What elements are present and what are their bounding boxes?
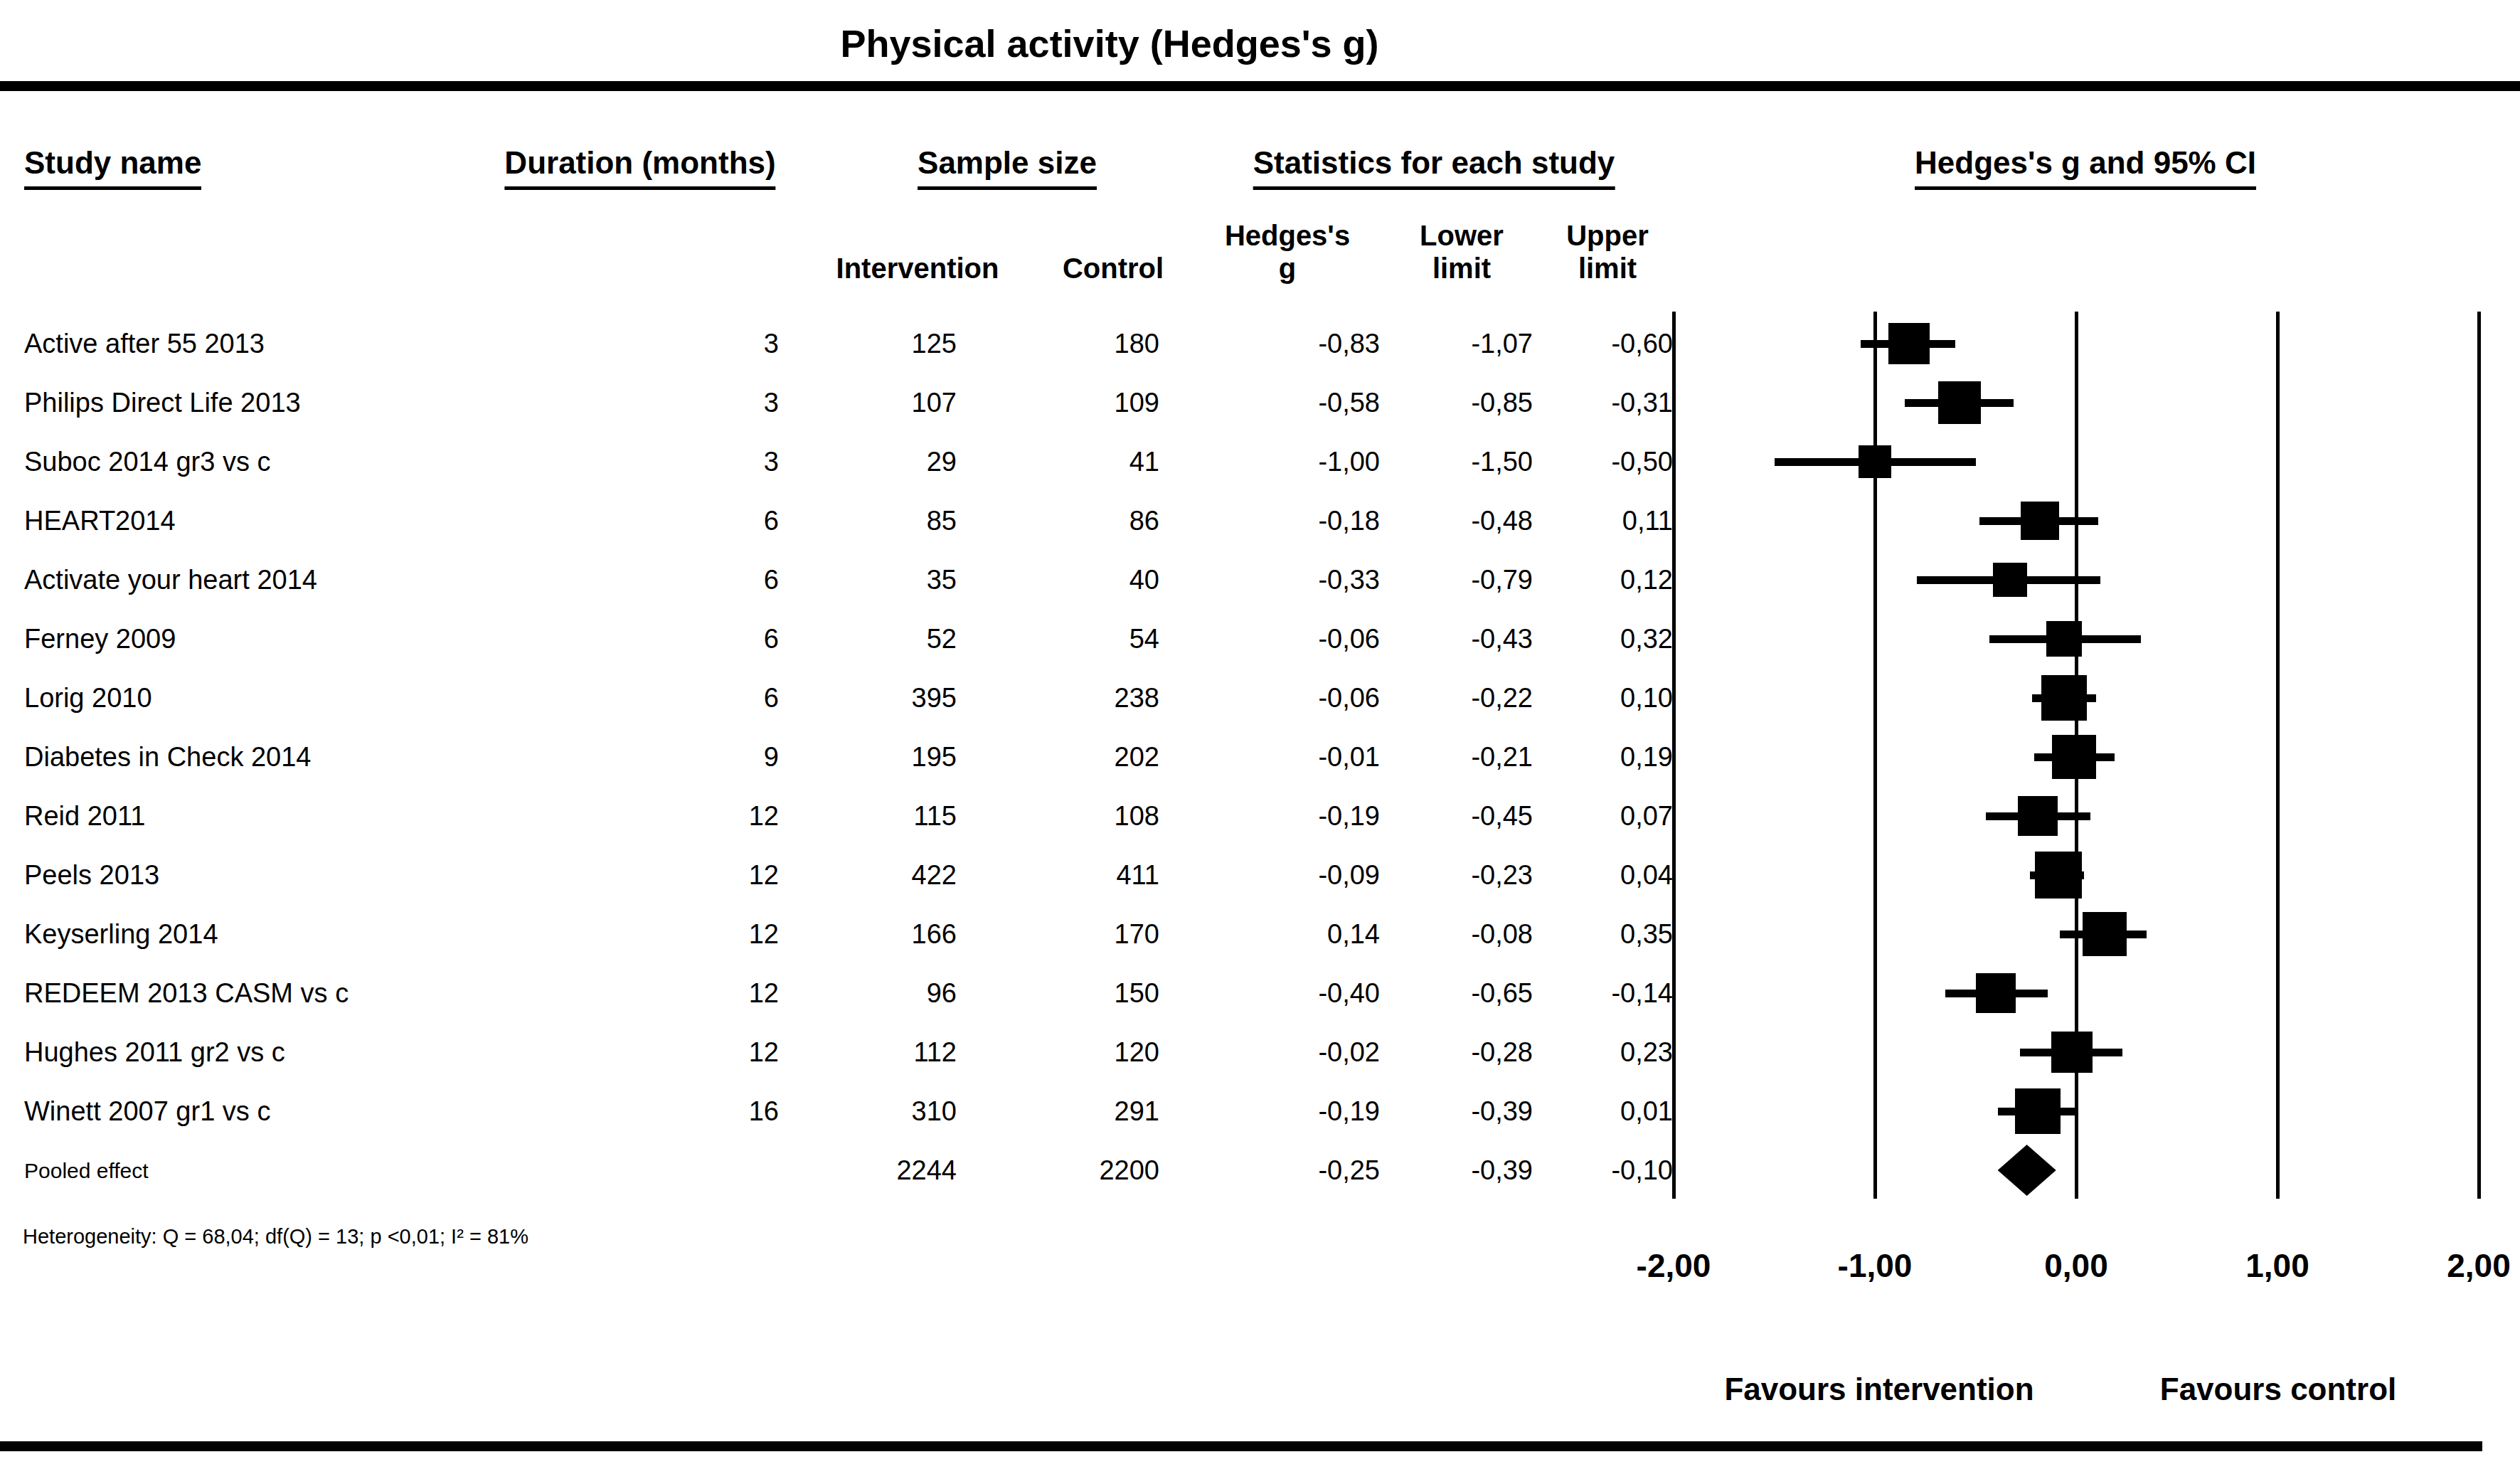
forest-plot-figure: Physical activity (Hedges's g) Study nam… xyxy=(0,0,2520,1479)
effect-square xyxy=(1976,973,2016,1013)
favours-control-label: Favours control xyxy=(2160,1372,2397,1407)
effect-square xyxy=(2018,796,2058,836)
effect-square xyxy=(1993,563,2027,597)
plot-gridline xyxy=(1672,312,1676,1199)
effect-square xyxy=(2052,735,2096,779)
axis-tick-label: -1,00 xyxy=(1790,1246,1960,1285)
axis-tick-label: 2,00 xyxy=(2393,1246,2520,1285)
plot-gridline xyxy=(2477,312,2481,1199)
effect-square xyxy=(2051,1032,2093,1073)
effect-square xyxy=(1888,323,1930,364)
axis-tick-label: 0,00 xyxy=(1991,1246,2162,1285)
forest-plot-area: -2,00 -1,00 0,00 1,00 2,00 xyxy=(0,0,2520,1479)
favours-intervention-label: Favours intervention xyxy=(1724,1372,2033,1407)
plot-gridline xyxy=(2276,312,2280,1199)
axis-tick-label: -2,00 xyxy=(1588,1246,1759,1285)
effect-square xyxy=(2083,912,2127,956)
effect-square xyxy=(2046,621,2082,657)
heterogeneity-note: Heterogeneity: Q = 68,04; df(Q) = 13; p … xyxy=(23,1225,528,1249)
effect-square xyxy=(2041,675,2087,721)
effect-square xyxy=(2015,1088,2061,1134)
effect-square xyxy=(1859,445,1891,478)
pooled-diamond xyxy=(1998,1145,2056,1196)
effect-square xyxy=(1938,381,1981,424)
effect-square xyxy=(2035,852,2082,898)
effect-square xyxy=(2021,502,2059,540)
bottom-rule xyxy=(0,1441,2482,1451)
axis-tick-label: 1,00 xyxy=(2192,1246,2363,1285)
